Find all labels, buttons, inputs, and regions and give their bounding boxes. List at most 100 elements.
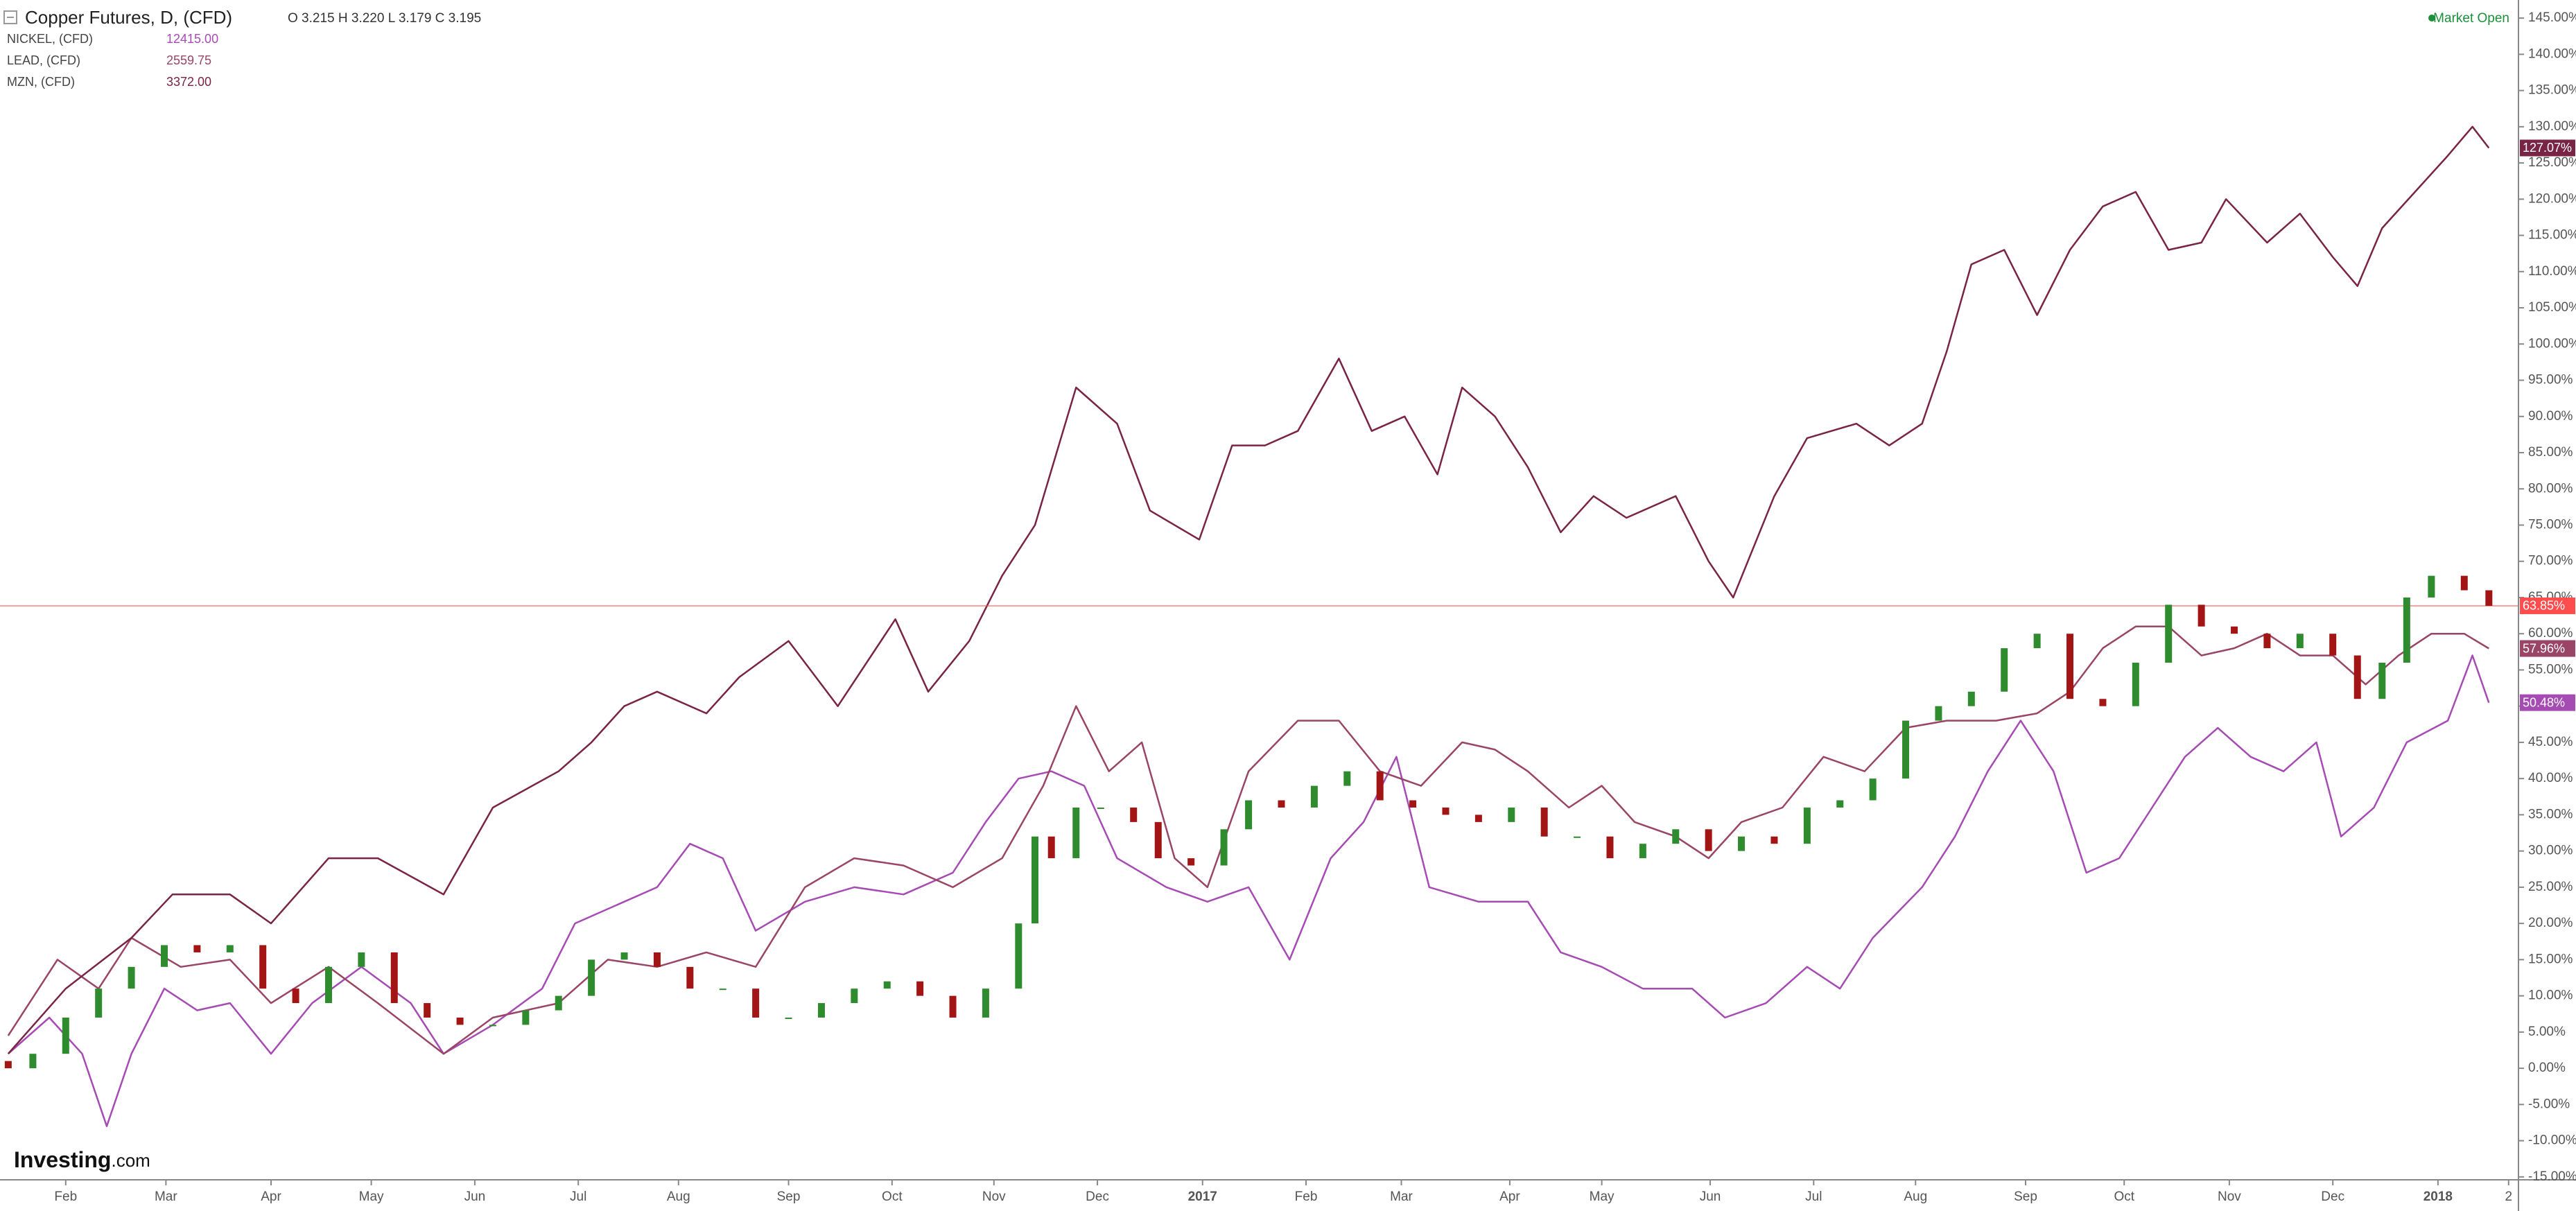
y-tick-label: 60.00%	[2528, 626, 2573, 641]
y-tick-label: 25.00%	[2528, 880, 2573, 894]
y-tick-label: 30.00%	[2528, 844, 2573, 858]
candle	[1902, 720, 1910, 779]
candle	[1032, 836, 1039, 924]
y-tick-label: 0.00%	[2528, 1061, 2566, 1075]
candle	[324, 966, 332, 1004]
candle	[2353, 655, 2361, 699]
x-tick-label: Nov	[982, 1190, 1006, 1204]
candle	[1738, 836, 1746, 851]
last-value-label-bg	[2520, 640, 2575, 657]
candle	[1376, 771, 1384, 801]
x-tick-label: Jun	[1700, 1190, 1721, 1204]
candle	[424, 1003, 431, 1018]
value-labels: 50.48% 57.96% 127.07% 63.85%	[2520, 139, 2575, 711]
y-tick-label: 5.00%	[2528, 1025, 2566, 1039]
y-tick-label: 115.00%	[2528, 228, 2576, 243]
candle	[4, 1061, 12, 1069]
last-value-label-bg	[2520, 694, 2575, 711]
collapse-icon[interactable]	[3, 10, 17, 24]
candle	[752, 988, 760, 1018]
legend-price: 2559.75	[166, 53, 211, 67]
candle	[2001, 648, 2008, 692]
x-tick-label: Sep	[777, 1190, 801, 1204]
logo-suffix: .com	[111, 1150, 150, 1171]
candle	[1606, 836, 1614, 859]
candle	[2460, 575, 2468, 591]
y-tick-label: 40.00%	[2528, 771, 2573, 785]
candle	[1310, 785, 1318, 808]
last-value-label-bg	[2520, 597, 2575, 614]
y-tick-label: -5.00%	[2528, 1097, 2570, 1111]
y-tick-label: -10.00%	[2528, 1133, 2576, 1148]
y-tick-label: 15.00%	[2528, 952, 2573, 966]
candle	[1803, 807, 1811, 844]
candle	[1770, 836, 1778, 844]
candle	[1409, 800, 1417, 808]
candle	[193, 945, 201, 952]
candle	[2066, 634, 2074, 699]
candle	[1540, 807, 1548, 837]
candle	[522, 1010, 530, 1025]
candle	[620, 952, 628, 960]
candle	[1639, 844, 1646, 859]
y-tick-label: 145.00%	[2528, 10, 2576, 25]
x-tick-label: Oct	[2114, 1190, 2134, 1204]
status-dot	[2428, 15, 2435, 21]
x-tick-label: 2	[2505, 1190, 2512, 1204]
candle	[390, 952, 398, 1004]
x-tick-label: Dec	[2321, 1190, 2344, 1204]
candle	[1072, 807, 1080, 859]
candle	[2198, 604, 2205, 627]
last-value-label: 50.48%	[2523, 695, 2565, 709]
y-tick-label: 130.00%	[2528, 119, 2576, 134]
x-tick-label: Mar	[155, 1190, 177, 1204]
legend-name: NICKEL, (CFD)	[7, 32, 93, 46]
legend-price: 12415.00	[166, 32, 218, 46]
y-tick-label: 85.00%	[2528, 445, 2573, 460]
candle	[1508, 807, 1515, 822]
x-tick-label: Sep	[2014, 1190, 2037, 1204]
candle	[719, 988, 726, 991]
logo-main: Investing	[14, 1147, 111, 1172]
y-tick-label: 125.00%	[2528, 155, 2576, 170]
x-tick-label: Oct	[882, 1190, 903, 1204]
candle	[1574, 836, 1581, 838]
x-tick-label: Aug	[1904, 1190, 1927, 1204]
y-tick-label: 105.00%	[2528, 300, 2576, 315]
y-tick-label: 20.00%	[2528, 916, 2573, 930]
x-tick-label: Apr	[1499, 1190, 1520, 1204]
candle	[1474, 814, 1482, 822]
candle	[2132, 663, 2139, 706]
y-tick-label: 120.00%	[2528, 191, 2576, 206]
y-tick-label: 70.00%	[2528, 554, 2573, 568]
candle	[1187, 858, 1195, 866]
x-tick-label: 2018	[2423, 1190, 2453, 1204]
candle	[2378, 663, 2386, 699]
candle	[1672, 829, 1680, 844]
legend-name: MZN, (CFD)	[7, 75, 75, 89]
candle	[851, 988, 858, 1004]
candle	[653, 952, 661, 967]
x-tick-label: Dec	[1086, 1190, 1109, 1204]
candle	[949, 995, 957, 1018]
candle	[1130, 807, 1138, 822]
candle	[456, 1017, 464, 1025]
y-tick-label: 45.00%	[2528, 735, 2573, 749]
candle	[29, 1054, 37, 1069]
x-tick-label: Nov	[2218, 1190, 2241, 1204]
candle	[292, 988, 299, 1004]
candle	[2099, 699, 2107, 706]
candle	[2296, 634, 2304, 649]
legend-name: LEAD, (CFD)	[7, 53, 80, 67]
candle	[1442, 807, 1450, 815]
chart-title: Copper Futures, D, (CFD)	[25, 7, 232, 28]
candle	[1097, 807, 1104, 809]
candle	[1935, 706, 1942, 721]
header: Copper Futures, D, (CFD) O 3.215 H 3.220…	[3, 7, 2509, 1172]
candle	[916, 981, 924, 996]
y-tick-label: 35.00%	[2528, 807, 2573, 821]
logo: Investing.com	[14, 1147, 150, 1172]
candle	[259, 945, 267, 989]
